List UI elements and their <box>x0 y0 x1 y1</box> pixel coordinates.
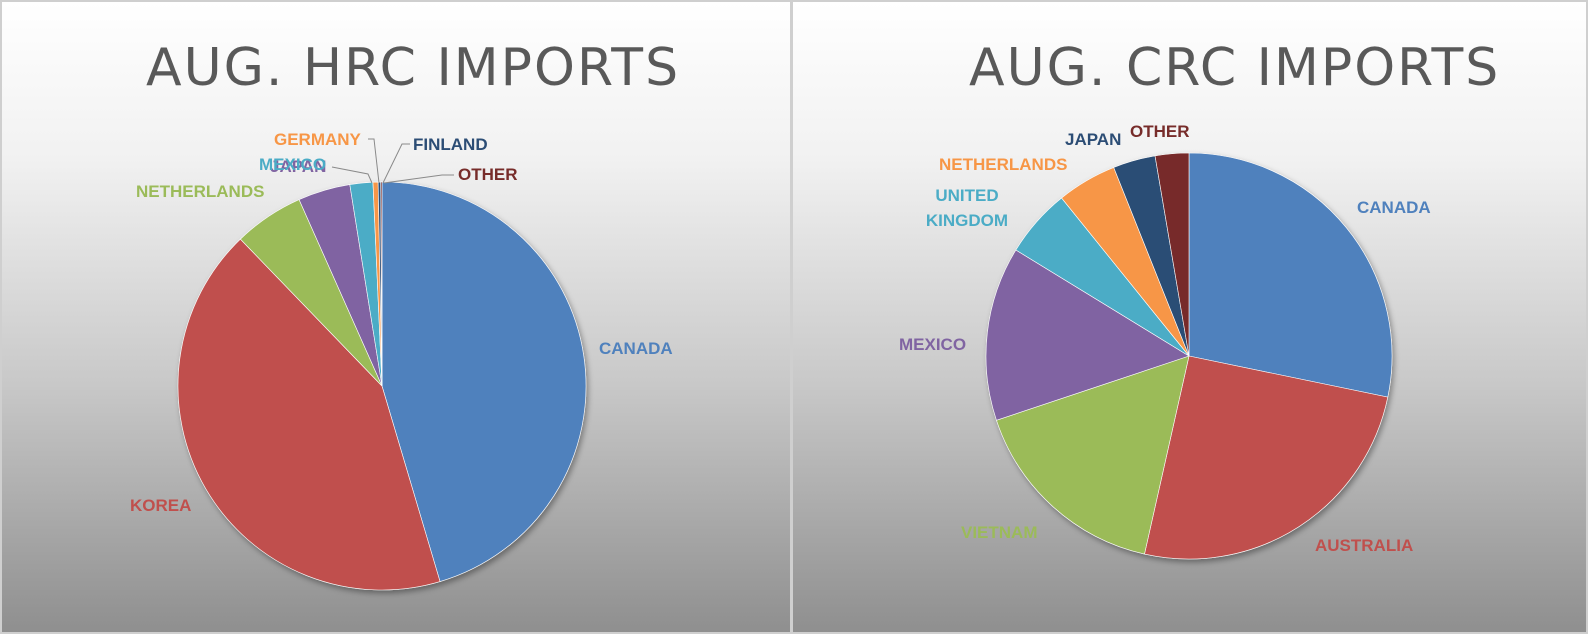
crc-chart-panel: AUG. CRC IMPORTS CANADA AUSTRALIA VIETNAM M… <box>791 0 1588 634</box>
hrc-label-mexico: MEXICO <box>259 155 326 174</box>
crc-label-japan: JAPAN <box>1065 130 1121 149</box>
hrc-slice-other <box>380 181 383 387</box>
crc-chart-title: AUG. CRC IMPORTS <box>969 38 1501 98</box>
crc-slice-canada <box>1188 152 1393 398</box>
crc-label-other: OTHER <box>1130 122 1190 141</box>
hrc-label-netherlands: NETHERLANDS <box>136 182 264 201</box>
hrc-chart-panel: AUG. HRC IMPORTS CANADA KOREA NETHERLANDS J… <box>0 0 792 634</box>
crc-slice-australia <box>1144 355 1389 560</box>
crc-pie-slices <box>985 152 1393 560</box>
crc-label-australia: AUSTRALIA <box>1315 536 1413 555</box>
hrc-slice-korea <box>177 238 441 591</box>
hrc-leader-finland <box>382 143 410 184</box>
crc-label-netherlands: NETHERLANDS <box>939 155 1067 174</box>
crc-label-mexico: MEXICO <box>899 335 966 354</box>
hrc-leader-germany <box>368 138 380 184</box>
hrc-pie-slices <box>177 181 587 591</box>
hrc-chart-title: AUG. HRC IMPORTS <box>146 38 681 98</box>
crc-slice-vietnam <box>996 355 1190 555</box>
crc-slice-other <box>1154 152 1190 357</box>
hrc-label-canada: CANADA <box>599 339 673 358</box>
hrc-label-other: OTHER <box>458 165 518 184</box>
crc-label-united-kingdom: UNITED KINGDOM <box>926 186 1008 230</box>
crc-label-vietnam: VIETNAM <box>961 523 1038 542</box>
hrc-slice-canada <box>381 181 587 582</box>
hrc-leader-mexico <box>331 166 373 184</box>
hrc-label-korea: KOREA <box>130 496 191 515</box>
crc-pie-chart: CANADA AUSTRALIA VIETNAM MEXICO UNITED KINGDO… <box>899 122 1431 560</box>
hrc-leader-other <box>383 174 454 184</box>
hrc-label-germany: GERMANY <box>274 130 362 149</box>
hrc-label-japan: JAPAN <box>270 157 326 176</box>
crc-slice-mexico <box>985 249 1190 421</box>
hrc-label-finland: FINLAND <box>413 135 488 154</box>
crc-label-canada: CANADA <box>1357 198 1431 217</box>
